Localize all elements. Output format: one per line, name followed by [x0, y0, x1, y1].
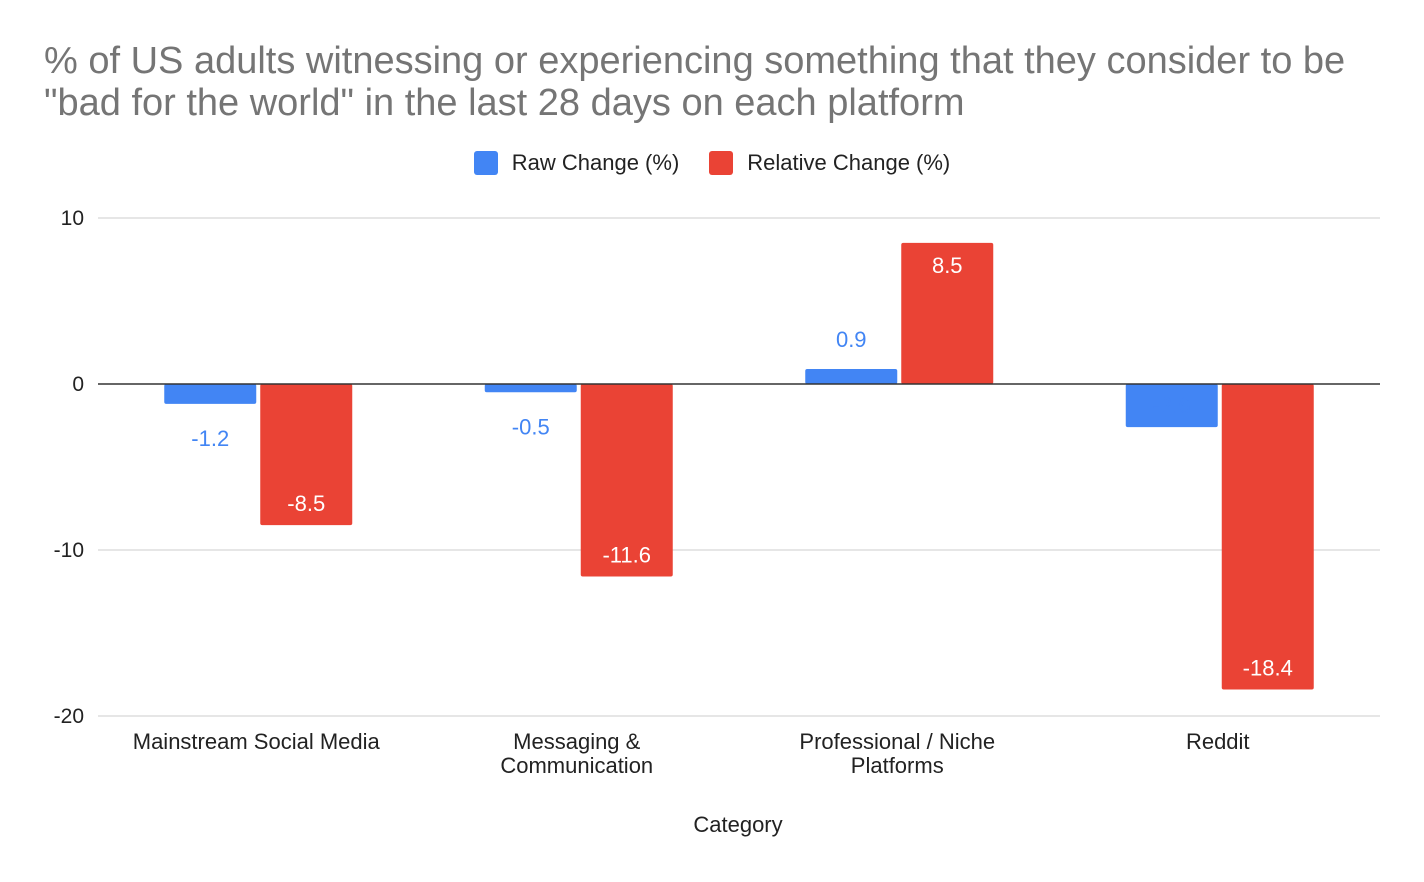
x-axis-title: Category [693, 812, 782, 837]
bar-series1-cat0[interactable] [260, 384, 353, 526]
data-label-series1-cat0: -8.5 [287, 491, 325, 516]
legend-swatch-relative-change [709, 151, 734, 175]
data-label-series1-cat1: -11.6 [602, 543, 651, 568]
data-label-series1-cat3: -18.4 [1243, 655, 1293, 680]
data-labels: -1.2 -8.5 -0.5 -11.6 0.9 8.5 -2.6 -18.4 [191, 253, 1293, 681]
y-tick-label-10: 10 [61, 207, 84, 230]
category-label-3: Reddit [1186, 729, 1250, 754]
legend-item-raw-change[interactable]: Raw Change (%) [473, 150, 680, 176]
legend-label-relative-change: Relative Change (%) [747, 150, 951, 175]
chart-title: % of US adults witnessing or experiencin… [44, 40, 1346, 124]
category-labels: Mainstream Social Media Messaging & Commun… [133, 729, 1250, 778]
legend-swatch-raw-change [473, 151, 498, 175]
legend-item-relative-change[interactable]: Relative Change (%) [709, 150, 950, 176]
bar-series1-cat2[interactable] [901, 242, 994, 384]
category-label-1: Messaging & Communication [500, 729, 653, 778]
legend-label-raw-change: Raw Change (%) [511, 150, 680, 175]
data-label-series1-cat2: 8.5 [932, 253, 963, 278]
category-label-2: Professional / Niche Platforms [799, 729, 995, 778]
bar-series0-cat1[interactable] [484, 384, 577, 393]
category-label-0: Mainstream Social Media [133, 729, 381, 754]
y-tick-label-0: 0 [72, 373, 84, 396]
bar-series0-cat2[interactable] [805, 369, 898, 384]
legend: Raw Change (%) Relative Change (%) [0, 150, 1424, 176]
bar-series1-cat1[interactable] [580, 384, 673, 577]
bar-series0-cat0[interactable] [164, 384, 257, 404]
y-tick-label--20: -20 [54, 705, 84, 728]
y-tick-label--10: -10 [54, 539, 84, 562]
gridlines [98, 217, 1380, 717]
bars [164, 242, 1314, 690]
data-label-series0-cat1: -0.5 [512, 414, 550, 439]
bar-series0-cat3[interactable] [1125, 384, 1218, 428]
data-label-series0-cat0: -1.2 [191, 426, 229, 451]
data-label-series0-cat3: -2.6 [1153, 393, 1191, 418]
data-label-series0-cat2: 0.9 [836, 327, 867, 352]
y-axis-ticks: 10 0 -10 -20 [54, 207, 84, 728]
bar-series1-cat3[interactable] [1221, 384, 1314, 690]
